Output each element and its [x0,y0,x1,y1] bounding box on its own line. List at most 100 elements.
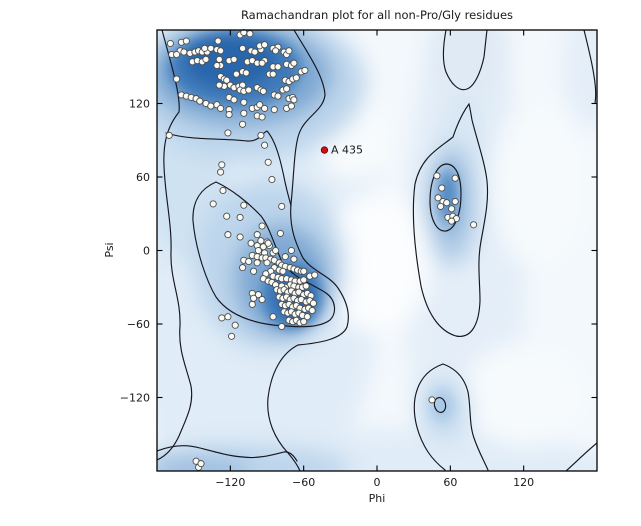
data-point[interactable] [303,313,311,321]
data-point[interactable] [239,120,247,128]
data-point[interactable] [239,264,247,272]
data-point[interactable] [197,460,205,468]
data-point[interactable] [224,313,232,321]
data-point[interactable] [259,87,267,95]
data-point[interactable] [224,231,232,239]
data-point[interactable] [230,96,238,104]
data-point[interactable] [223,76,231,84]
data-point[interactable] [434,194,442,202]
data-point[interactable] [258,295,266,304]
data-point[interactable] [276,229,284,237]
data-point[interactable] [209,200,217,208]
data-point[interactable] [247,239,255,247]
data-point[interactable] [166,39,174,48]
data-point[interactable] [207,44,215,52]
data-point[interactable] [236,213,244,221]
data-point[interactable] [253,231,261,239]
data-point[interactable] [251,48,259,56]
data-point[interactable] [173,75,181,83]
data-point[interactable] [451,197,459,206]
data-point[interactable] [274,92,282,100]
data-point[interactable] [239,44,247,52]
data-point[interactable] [309,299,317,307]
data-point[interactable] [257,131,265,139]
data-point[interactable] [261,41,269,49]
data-point[interactable] [258,113,266,121]
data-point[interactable] [290,59,298,67]
data-point[interactable] [225,110,233,119]
data-point[interactable] [254,246,262,255]
data-point[interactable] [180,48,188,56]
data-point[interactable] [213,61,221,70]
data-point[interactable] [292,74,300,82]
data-point[interactable] [448,205,456,213]
data-point[interactable] [258,59,266,67]
data-point[interactable] [302,282,310,290]
data-point[interactable] [261,141,269,149]
data-point[interactable] [245,86,253,94]
data-point[interactable] [228,332,236,340]
data-point[interactable] [438,184,446,192]
data-point[interactable] [281,253,289,261]
data-point[interactable] [240,201,248,209]
data-point[interactable] [207,102,215,110]
data-point[interactable] [270,106,278,114]
data-point[interactable] [246,30,254,38]
data-point[interactable] [214,37,222,45]
data-point[interactable] [240,109,248,117]
data-point[interactable] [242,69,250,77]
data-point[interactable] [272,47,280,55]
data-point[interactable] [219,186,227,195]
outlier-point[interactable] [320,146,329,154]
data-point[interactable] [269,313,277,321]
data-point[interactable] [308,306,316,315]
data-point[interactable] [269,70,277,78]
data-point[interactable] [254,291,262,299]
data-point[interactable] [290,96,298,104]
data-point[interactable] [215,81,223,89]
data-point[interactable] [201,44,209,52]
data-point[interactable] [250,267,258,275]
data-point[interactable] [451,174,459,182]
data-point[interactable] [433,172,441,180]
data-point[interactable] [257,237,265,245]
data-points[interactable] [165,28,478,471]
data-point[interactable] [218,314,226,322]
data-point[interactable] [261,104,269,112]
data-point[interactable] [258,222,266,230]
data-point[interactable] [264,239,272,247]
data-point[interactable] [240,98,248,106]
data-point[interactable] [278,322,286,331]
data-point[interactable] [202,55,210,63]
data-point[interactable] [285,47,293,55]
data-point[interactable] [248,300,256,308]
data-point[interactable] [268,175,276,184]
data-point[interactable] [272,246,280,255]
outlier-marker[interactable]: A 435 [320,144,363,157]
data-point[interactable] [448,217,456,225]
data-point[interactable] [263,259,271,267]
data-point[interactable] [283,85,291,93]
data-point[interactable] [223,212,231,220]
data-point[interactable] [443,199,451,207]
data-point[interactable] [278,202,286,210]
data-point[interactable] [301,66,309,74]
data-point[interactable] [217,47,225,55]
data-point[interactable] [253,259,261,267]
data-point[interactable] [230,55,238,63]
data-point[interactable] [224,129,232,137]
data-point[interactable] [218,161,226,169]
data-point[interactable] [245,257,253,266]
data-point[interactable] [232,70,240,78]
data-point[interactable] [173,50,181,59]
data-point[interactable] [437,202,445,210]
data-point[interactable] [215,55,223,63]
data-point[interactable] [236,233,244,241]
data-point[interactable] [217,104,225,112]
data-point[interactable] [274,63,282,71]
data-point[interactable] [231,321,239,329]
data-point[interactable] [279,267,287,275]
data-point[interactable] [256,101,264,109]
data-point[interactable] [250,294,258,302]
data-point[interactable] [287,102,295,110]
